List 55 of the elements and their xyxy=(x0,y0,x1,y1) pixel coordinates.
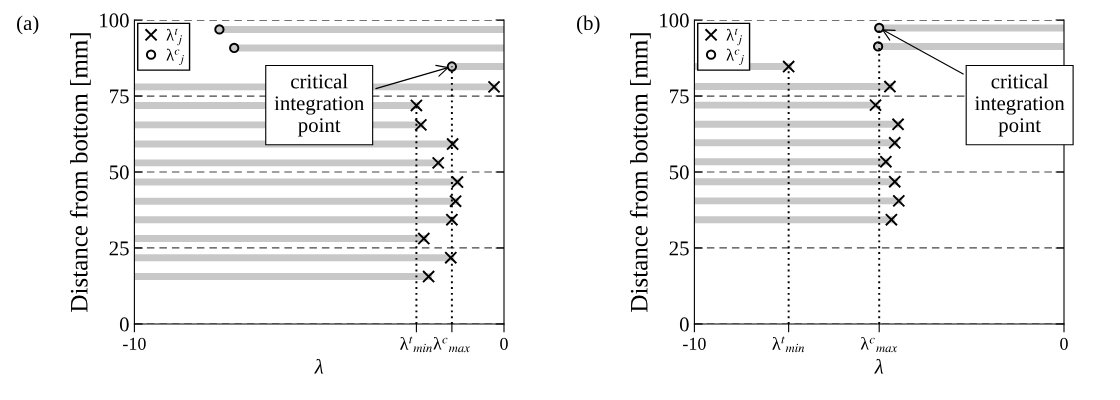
x-axis-title: λ xyxy=(314,358,324,374)
point xyxy=(868,98,883,112)
point xyxy=(874,22,885,34)
legend-label: λ$^{t}$$_{j}$ xyxy=(726,28,742,46)
y-tick-label: 0 xyxy=(679,317,689,332)
chart-title: (a) xyxy=(17,15,39,35)
annotation: critical integration point xyxy=(974,73,1065,137)
point xyxy=(879,155,893,169)
point xyxy=(782,59,796,74)
point xyxy=(892,194,906,208)
x-tick-label: 0 xyxy=(500,337,508,350)
point xyxy=(449,194,463,208)
x-tick-label: -10 xyxy=(683,337,706,350)
legend-label: λ$^{c}$$_{j}$ xyxy=(166,48,184,66)
legend-label: λ$^{c}$$_{j}$ xyxy=(726,48,744,66)
point xyxy=(884,213,898,227)
point xyxy=(422,270,436,284)
y-axis-title: Distance from bottom [mm] xyxy=(69,33,91,312)
y-tick-label: 100 xyxy=(660,13,689,28)
point xyxy=(883,80,897,94)
y-tick-label: 50 xyxy=(109,165,129,180)
x-tick-label: λ$^{c}$$_{max}$ xyxy=(433,336,470,353)
y-tick-label: 25 xyxy=(109,241,129,256)
point xyxy=(446,137,460,151)
point xyxy=(450,175,464,189)
point xyxy=(891,117,905,131)
point xyxy=(229,42,240,54)
y-tick-label: 75 xyxy=(670,89,689,104)
point xyxy=(445,213,459,227)
point xyxy=(888,175,902,189)
x-tick-label: -10 xyxy=(123,337,146,350)
point xyxy=(888,136,902,150)
x-axis-title: λ xyxy=(874,358,884,374)
y-axis-title: Distance from bottom [mm] xyxy=(629,33,651,312)
annotation: critical integration point xyxy=(274,73,365,137)
legend-label: λ$^{t}$$_{j}$ xyxy=(166,28,182,46)
chart-title: (b) xyxy=(577,15,600,35)
x-tick-label: λ$^{t}$$_{min}$ xyxy=(772,336,805,353)
y-tick-label: 100 xyxy=(100,13,129,28)
y-tick-label: 50 xyxy=(669,165,689,180)
x-tick-label: λ$^{c}$$_{max}$ xyxy=(860,336,898,353)
x-tick-label: 0 xyxy=(1060,337,1068,350)
point xyxy=(417,232,431,246)
y-tick-label: 75 xyxy=(110,89,129,104)
point xyxy=(444,251,458,265)
point xyxy=(214,24,225,35)
point xyxy=(872,41,884,52)
point xyxy=(431,156,445,170)
point xyxy=(446,61,458,72)
y-tick-label: 25 xyxy=(669,241,689,256)
point xyxy=(414,118,428,132)
y-tick-label: 0 xyxy=(119,317,129,332)
point xyxy=(487,80,501,94)
point xyxy=(409,98,423,112)
x-tick-label: λ$^{t}$$_{min}$ xyxy=(400,336,432,353)
